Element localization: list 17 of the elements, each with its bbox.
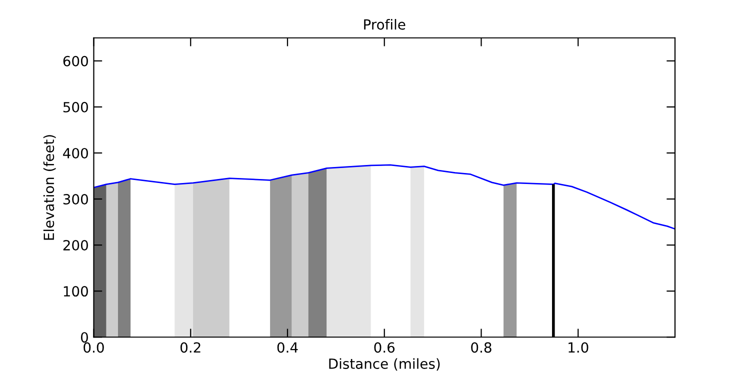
y-tick-label: 100 <box>64 286 88 297</box>
x-tick-label: 1.0 <box>568 342 588 353</box>
y-tick-label: 500 <box>63 102 88 112</box>
y-tick-label: 200 <box>63 240 88 251</box>
x-tick-label: 0.0 <box>84 342 104 353</box>
y-tick-label: 600 <box>63 56 88 66</box>
chart-title: Profile <box>364 18 406 30</box>
x-tick-label: 0.8 <box>471 342 492 353</box>
y-tick-label: 0 <box>80 332 88 343</box>
y-axis-title: Elevation (feet) <box>43 135 56 240</box>
y-tick-label: 300 <box>63 194 88 204</box>
x-tick-label: 0.6 <box>374 342 395 353</box>
y-tick-label: 400 <box>63 148 88 158</box>
x-tick-label: 0.2 <box>180 342 200 353</box>
line-series <box>94 164 675 230</box>
x-axis-title: Distance (miles) <box>329 358 440 371</box>
x-tick-label: 0.4 <box>277 342 298 353</box>
